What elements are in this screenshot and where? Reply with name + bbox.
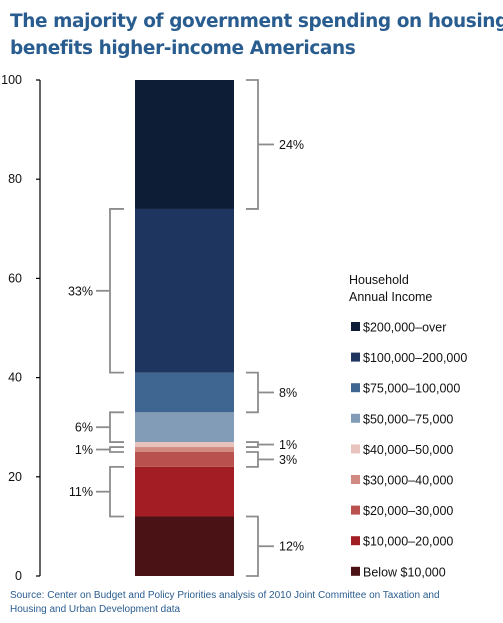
source-note-line-1: Source: Center on Budget and Policy Prio… [10,590,440,601]
y-tick-label-60: 60 [8,271,22,285]
legend-label: $20,000–30,000 [363,504,453,518]
bracket-label: 12% [279,540,304,554]
legend-swatch [351,383,360,393]
legend-item-50-000-75-000: $50,000–75,000 [351,412,453,426]
bracket-left-6: 6% [75,411,124,443]
legend-item-20-000-30-000: $20,000–30,000 [351,504,453,518]
legend-item-30-000-40-000: $30,000–40,000 [351,474,453,488]
bracket-left-line [109,465,124,518]
legend-swatch [351,352,360,362]
y-tick-label-100: 100 [1,73,22,87]
bar-segment-75-000-100-000 [135,372,234,413]
legend-swatch [351,536,360,546]
bracket-label: 1% [75,443,93,457]
legend-item-100-000-200-000: $100,000–200,000 [351,351,467,365]
bar-segment-10-000-20-000 [135,466,234,517]
legend-label: $10,000–20,000 [363,535,453,549]
bracket-left-33: 33% [68,208,124,374]
legend-swatch [351,505,360,515]
bracket-right-line [246,371,259,414]
bracket-label: 24% [279,138,304,152]
bracket-left-11: 11% [69,465,124,518]
bar-segment-30-000-40-000 [135,447,234,452]
legend-swatch [351,413,360,423]
bracket-annotations: 24%33%8%6%1%1%3%11%12% [68,79,304,577]
legend-items: $200,000–over $100,000–200,000 $75,000–100… [351,321,467,579]
source-note-line-2: Housing and Urban Development data [10,604,181,615]
bracket-left-line [109,208,124,374]
bracket-right-line [246,441,259,448]
bar-segment-40-000-50-000 [135,442,234,448]
legend-label: $30,000–40,000 [363,474,453,488]
chart-title: The majority of government spending on h… [10,8,503,62]
bracket-label: 11% [69,485,93,499]
bracket-left-line [109,446,124,453]
bar-segment-200-000-over [135,80,234,209]
bracket-label: 1% [279,438,297,452]
bracket-right-12: 12% [246,515,304,577]
bracket-right-line [246,79,259,210]
legend-swatch [351,566,360,576]
y-tick-label-40: 40 [8,371,22,385]
legend-label: $200,000–over [363,321,446,335]
legend-swatch [351,475,360,484]
bracket-right-8: 8% [246,371,297,414]
bracket-label: 33% [68,284,93,298]
bracket-right-line [246,451,259,468]
bracket-label: 3% [279,453,297,467]
legend-label: $50,000–75,000 [363,412,453,426]
y-axis-ticks: 0 20 40 60 80 100 [1,73,40,583]
bar-segment-20-000-30-000 [135,452,234,467]
legend-item-75-000-100-000: $75,000–100,000 [351,382,460,396]
legend-title-line-1: Household [349,273,409,287]
bracket-left-1: 1% [75,443,124,457]
y-tick-label-20: 20 [8,470,22,484]
legend-swatch [351,444,360,454]
y-axis: 0 20 40 60 80 100 [1,73,41,583]
chart-title-line-2: benefits higher-income Americans [10,38,356,59]
legend-label: $40,000–50,000 [363,443,453,457]
bar-segment-100-000-200-000 [135,208,234,373]
legend-label: $75,000–100,000 [363,382,460,396]
y-tick-label-80: 80 [8,172,22,186]
legend-item-10-000-20-000: $10,000–20,000 [351,535,453,549]
bracket-right-line [246,515,259,577]
legend-item-below-10-000: Below $10,000 [351,565,446,579]
legend-title-line-2: Annual Income [349,290,432,304]
bracket-label: 6% [75,421,93,435]
bracket-left-line [109,411,124,443]
bracket-label: 8% [279,386,297,400]
bracket-right-1: 1% [246,438,297,452]
bracket-right-24: 24% [246,79,304,210]
chart-title-line-1: The majority of government spending on h… [10,11,503,32]
bar-segment-50-000-75-000 [135,412,234,443]
legend: Household Annual Income $200,000–over $10… [349,273,467,579]
source-note: Source: Center on Budget and Policy Prio… [10,589,490,617]
legend-item-200-000-over: $200,000–over [351,321,446,335]
legend-swatch [351,322,360,331]
y-tick-label-0: 0 [15,569,22,583]
bracket-right-3: 3% [246,451,297,468]
legend-label: Below $10,000 [363,565,446,579]
bar-segment-below-10-000 [135,516,234,576]
bar-segments [135,80,234,576]
legend-label: $100,000–200,000 [363,351,467,365]
legend-item-40-000-50-000: $40,000–50,000 [351,443,453,457]
